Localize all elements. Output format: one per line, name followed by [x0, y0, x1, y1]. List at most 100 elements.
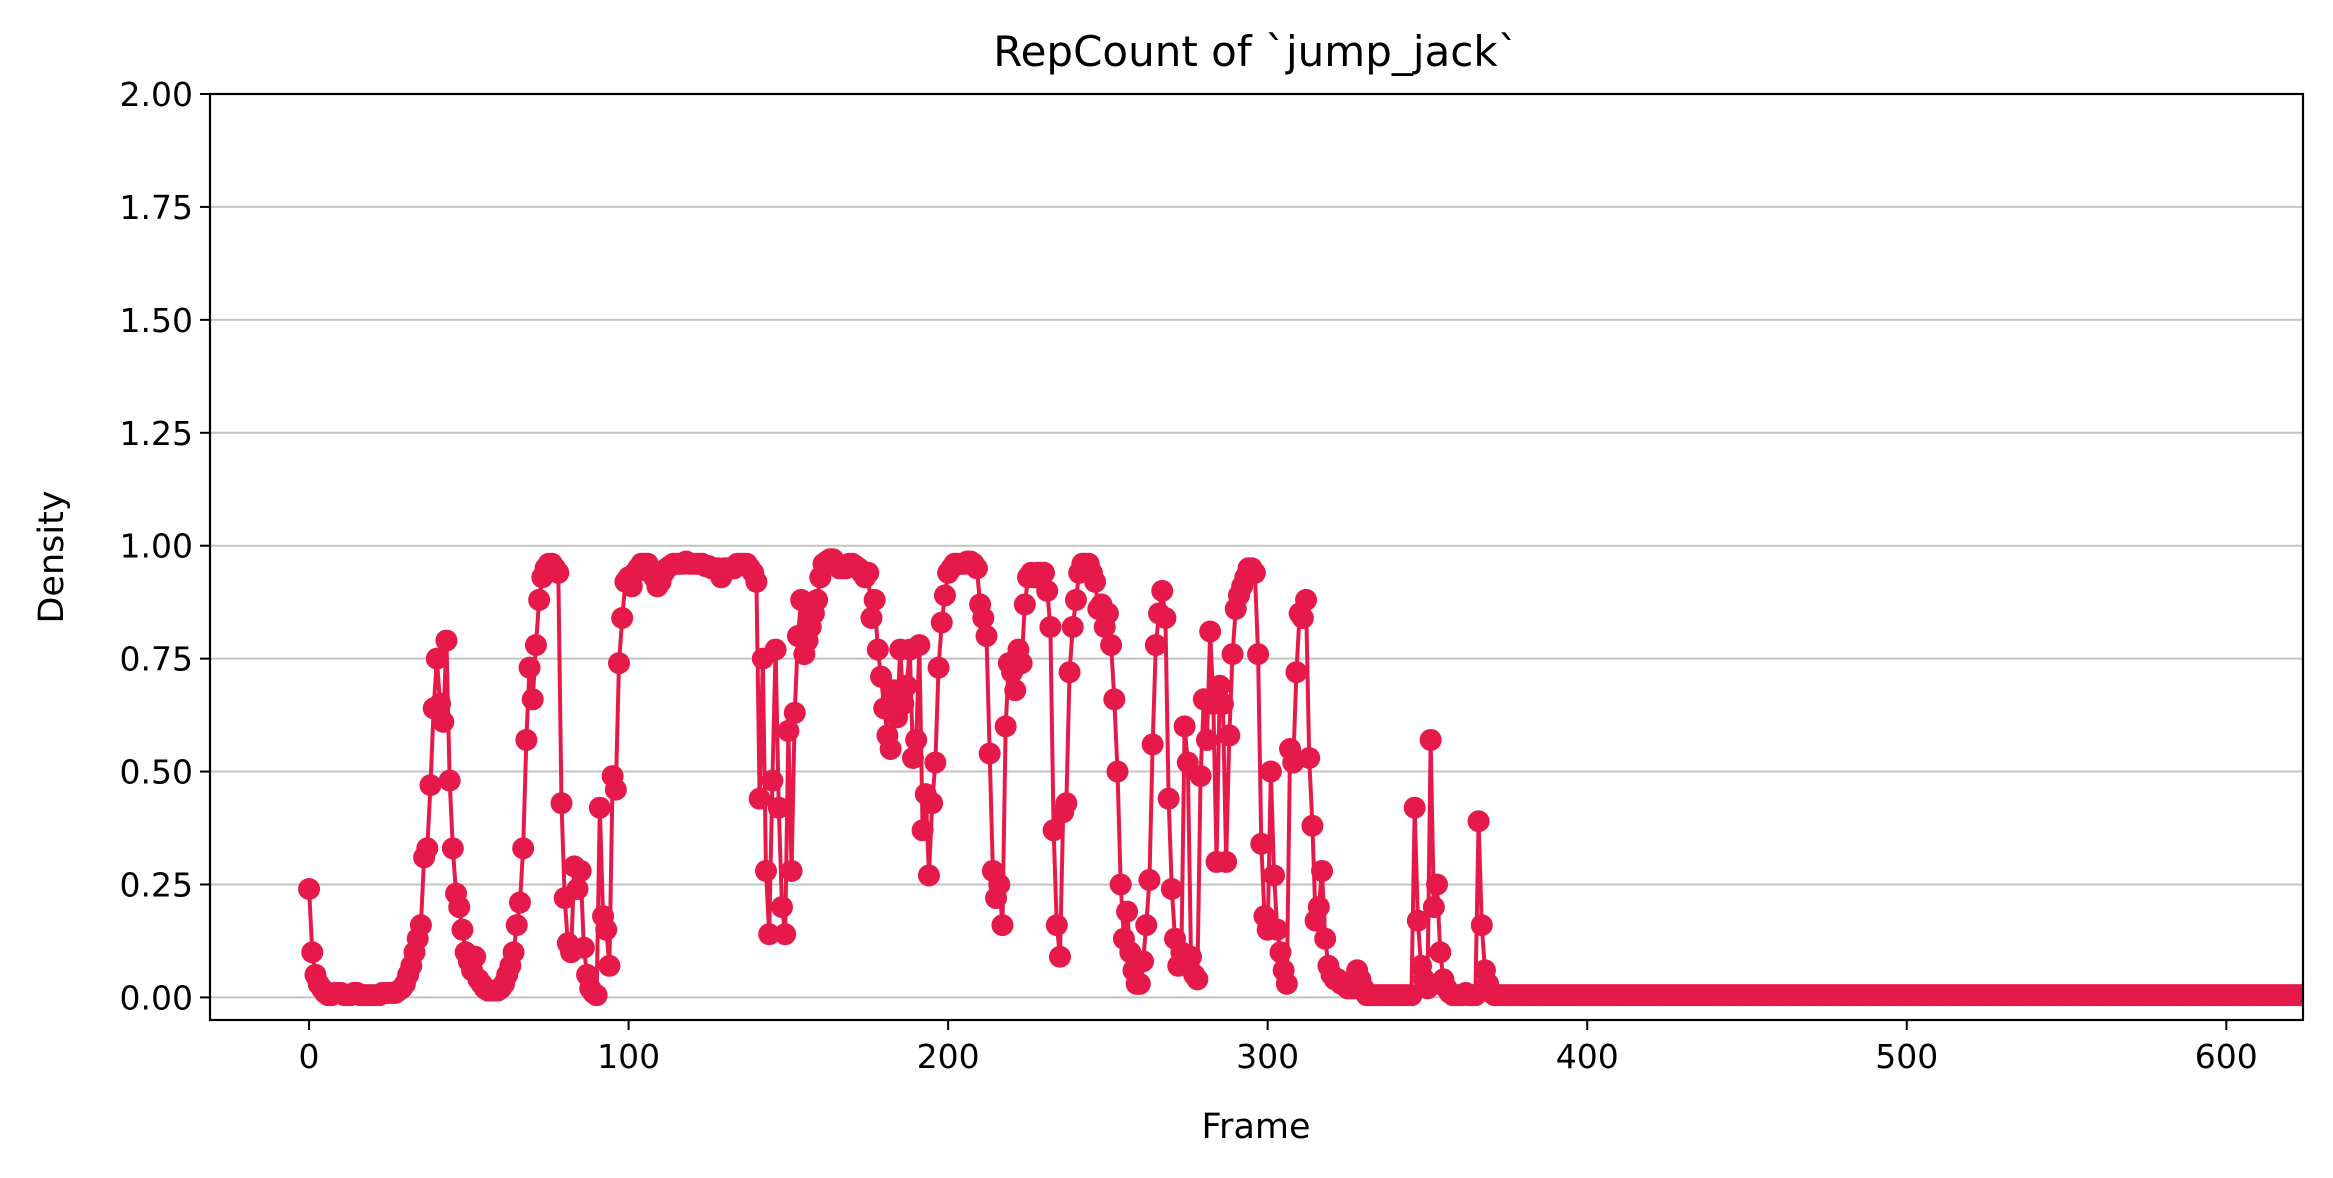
data-point [1208, 674, 1231, 697]
data-point [1298, 747, 1321, 770]
data-point [1269, 941, 1292, 964]
data-point [780, 859, 803, 882]
data-point [508, 891, 531, 914]
y-tick-label-4: 1.00 [120, 527, 193, 566]
data-point [518, 656, 541, 679]
data-point [505, 914, 528, 937]
data-point [911, 819, 934, 842]
data-point [905, 728, 928, 751]
data-point [1189, 765, 1212, 788]
data-point [566, 878, 589, 900]
y-axis-label: Density [32, 490, 72, 623]
data-point [777, 719, 800, 742]
data-point [298, 878, 321, 900]
data-point [1195, 728, 1218, 751]
data-point [774, 923, 797, 946]
x-axis: 0 100 200 300 400 500 600 [299, 1020, 2258, 1076]
x-tick-label-5: 500 [1875, 1037, 1938, 1076]
data-point [1221, 643, 1244, 666]
data-point [879, 737, 902, 760]
data-point [863, 588, 886, 611]
data-point [464, 945, 487, 968]
data-point [425, 647, 448, 670]
data-point [1138, 868, 1161, 891]
data-point [806, 588, 829, 611]
data-point [1179, 945, 1202, 968]
data-point [1422, 896, 1445, 919]
data-point [1311, 859, 1334, 882]
data-point [416, 837, 439, 860]
data-point [860, 606, 883, 629]
x-tick-label-1: 100 [597, 1037, 660, 1076]
data-point [972, 606, 995, 629]
data-point [857, 561, 880, 584]
data-point [866, 638, 889, 661]
data-point [770, 896, 793, 919]
plot-frame [208, 92, 2305, 1022]
data-point [924, 751, 947, 774]
data-point [1132, 950, 1155, 973]
data-point [432, 710, 455, 733]
data-point [1314, 927, 1337, 950]
data-point [767, 796, 790, 819]
x-axis-label: Frame [1201, 1107, 1310, 1147]
x-tick-label-4: 400 [1556, 1037, 1619, 1076]
data-point [1426, 873, 1449, 896]
data-point [598, 954, 621, 977]
data-point [1406, 909, 1429, 932]
data-point [2298, 986, 2303, 1005]
data-point [745, 570, 768, 593]
data-point [755, 859, 777, 882]
data-point [933, 584, 956, 607]
data-point [965, 557, 988, 580]
x-tick-label-0: 0 [299, 1037, 320, 1076]
y-tick-label-8: 2.00 [120, 75, 193, 114]
data-point [1010, 652, 1033, 675]
y-tick-label-7: 1.75 [120, 188, 193, 227]
data-point [1004, 679, 1027, 702]
data-point [595, 918, 618, 941]
data-point [1186, 968, 1209, 991]
data-point [1048, 945, 1071, 968]
data-point [515, 728, 538, 751]
data-point [988, 873, 1011, 896]
y-tick-label-0: 0.00 [120, 978, 193, 1017]
data-point [1042, 819, 1065, 842]
data-point [1247, 643, 1270, 666]
data-point [1419, 728, 1442, 751]
data-point [1291, 606, 1314, 629]
data-point [1285, 661, 1308, 684]
data-point [1036, 579, 1059, 602]
data-point [1259, 760, 1282, 783]
data-point [1307, 896, 1330, 919]
data-point [1218, 724, 1241, 747]
data-point [1106, 760, 1129, 783]
y-tick-label-2: 0.50 [120, 753, 193, 792]
data-point [1096, 602, 1119, 625]
data-point [761, 769, 784, 792]
data-point [1116, 900, 1139, 923]
data-point [512, 837, 535, 860]
data-point [1295, 588, 1318, 611]
data-point [1215, 850, 1238, 873]
data-point [1135, 914, 1158, 937]
data-point [1263, 864, 1286, 887]
data-point [1154, 606, 1177, 629]
data-point [892, 692, 915, 715]
data-point [1013, 593, 1036, 616]
data-point [569, 859, 592, 882]
data-point [572, 936, 595, 959]
data-point [1243, 561, 1266, 584]
data-point [528, 588, 551, 611]
data-point [1058, 661, 1081, 684]
data-point [1103, 688, 1126, 711]
y-tick-label-6: 1.50 [120, 301, 193, 340]
data-point [524, 634, 547, 657]
data-point [994, 715, 1017, 738]
data-point [1100, 634, 1123, 657]
data-point [1199, 620, 1222, 643]
data-point [1429, 941, 1452, 964]
data-point [758, 923, 781, 946]
x-tick-label-3: 300 [1236, 1037, 1299, 1076]
